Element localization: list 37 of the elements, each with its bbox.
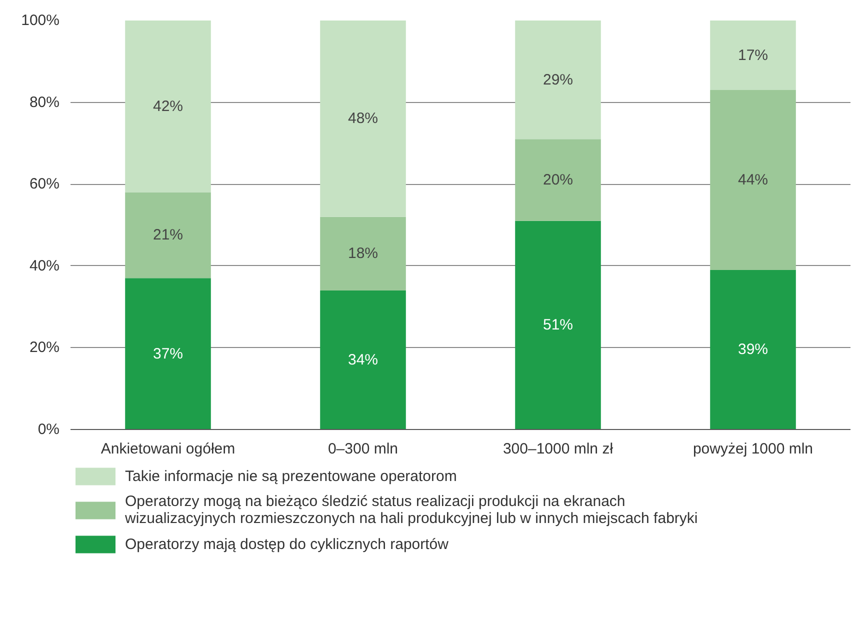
- bar: [515, 139, 601, 221]
- bar: [320, 20, 406, 217]
- bar: [125, 278, 211, 430]
- text: 44%: [738, 172, 768, 189]
- bar: [515, 220, 601, 430]
- bar: [710, 20, 796, 90]
- text: 18%: [348, 245, 378, 262]
- text: 51%: [542, 316, 574, 334]
- bar: [320, 290, 406, 430]
- legend-label: Operatorzy mogą na bieżąco śledzić status realizacji produkcji na ekranach wizualizacyjnych rozmieszczonych na hali produkcyjnej lub w innych miejscach fabryki: [125, 493, 698, 527]
- x-tick-label: powyżej 1000 mln: [692, 440, 814, 458]
- y-tick-label: 80%: [29, 94, 60, 111]
- y-tick-label: 40%: [29, 257, 60, 274]
- text: 21%: [152, 226, 184, 244]
- x-tick-label: 300–1000 mln zł: [502, 440, 614, 458]
- text: 42%: [152, 98, 184, 115]
- legend-label: Takie informacje nie są prezentowane operatorom: [125, 468, 457, 484]
- text: 20%: [542, 172, 574, 189]
- bar: [710, 90, 796, 270]
- bar: [320, 216, 406, 290]
- y-tick-label: 20%: [29, 339, 60, 356]
- legend-label: Operatorzy mają dostęp do cyklicznych raportów: [125, 536, 448, 552]
- text: 34%: [348, 351, 378, 368]
- bar: [125, 192, 211, 278]
- bar: [125, 20, 211, 192]
- text: 48%: [348, 110, 378, 128]
- text: 17%: [738, 46, 768, 64]
- text: 39%: [738, 341, 768, 358]
- text: 37%: [152, 345, 184, 362]
- bar: [710, 270, 796, 430]
- y-tick-label: 100%: [21, 12, 60, 29]
- y-tick-label: 0%: [38, 421, 60, 438]
- x-tick-label: Ankietowani ogółem: [100, 440, 236, 458]
- text: 29%: [542, 71, 574, 88]
- x-tick-label: 0–300 mln: [328, 440, 398, 458]
- bar: [515, 20, 601, 140]
- y-tick-label: 60%: [29, 176, 60, 193]
